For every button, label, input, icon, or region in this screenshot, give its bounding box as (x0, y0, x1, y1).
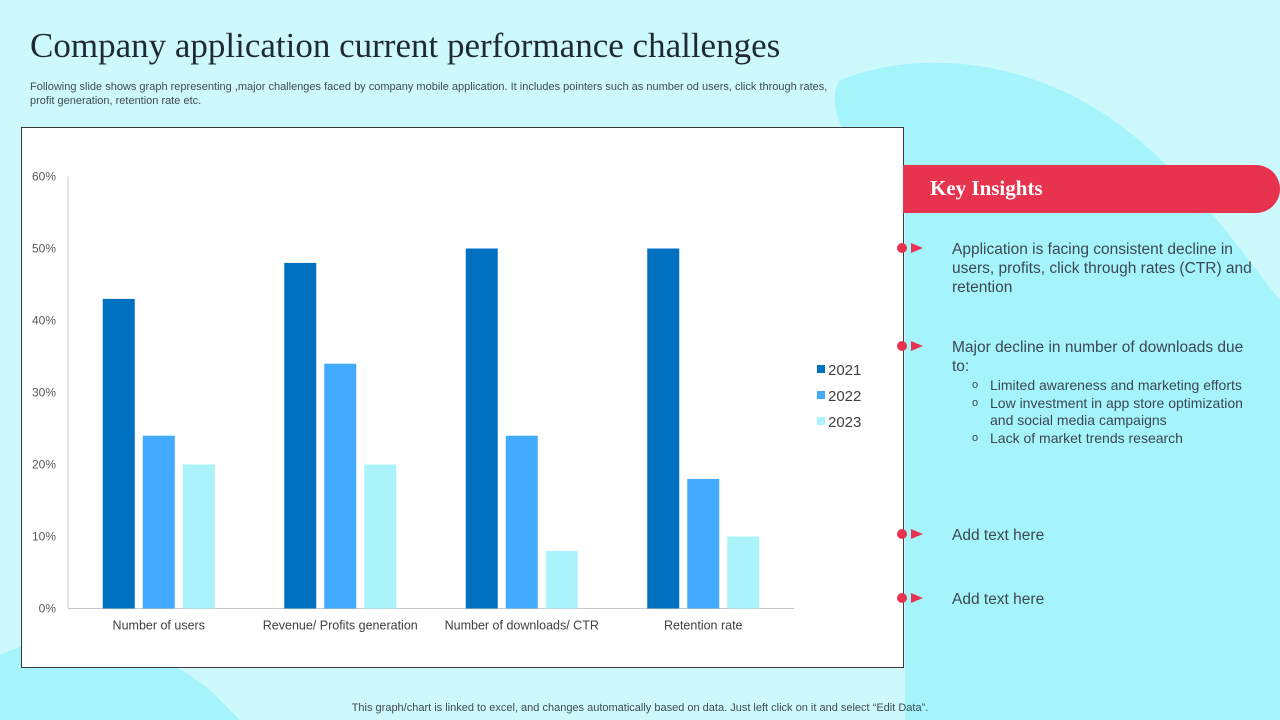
page-title: Company application current performance … (30, 26, 781, 65)
bar-2022 (324, 363, 357, 609)
legend-swatch (817, 417, 825, 425)
bullet-marker-icon (897, 243, 923, 253)
insight-item-2: Major decline in number of downloads due… (896, 338, 1256, 447)
background-blob-right (834, 62, 1280, 720)
bar-2021 (284, 262, 317, 609)
legend-label: 2022 (828, 388, 861, 405)
sub-list-item-text: Low investment in app store optimization… (990, 394, 1243, 429)
key-insights-heading: Key Insights (930, 176, 1043, 200)
bullet-marker-icon (897, 341, 923, 351)
legend-label: 2021 (828, 362, 861, 379)
bar-chart: 0% 10% 20% 30% 40% 50% 60% Number of users Reven… (32, 170, 861, 633)
insight-item-1: Application is facing consistent decline… (896, 240, 1256, 297)
bar-2023 (364, 464, 397, 609)
insight-text: Major decline in number of downloads due… (952, 339, 1244, 375)
bullet-marker-icon (897, 593, 923, 603)
bar-2023 (182, 464, 215, 609)
insight-sub-list: o Limited awareness and marketing efforts… (972, 377, 1256, 447)
y-tick-label: 50% (32, 242, 56, 256)
sub-list-item-text: Lack of market trends research (990, 429, 1183, 446)
footer-note: This graph/chart is linked to excel, and… (351, 702, 929, 714)
x-category-label: Retention rate (664, 619, 743, 633)
x-category-label: Revenue/ Profits generation (263, 619, 418, 633)
y-tick-label: 40% (32, 314, 56, 328)
insight-item-4: Add text here (896, 590, 1256, 609)
bar-2022 (687, 478, 720, 609)
insight-text[interactable]: Add text here (952, 527, 1045, 544)
bar-2021 (102, 298, 135, 609)
bar-2023 (545, 550, 578, 609)
circle-bullet-icon: o (972, 379, 979, 391)
legend-label: 2023 (828, 414, 861, 431)
page-subtitle: Following slide shows graph representing… (30, 81, 828, 107)
key-insights-banner: Key Insights (903, 165, 1280, 213)
bar-2022 (505, 435, 538, 609)
y-tick-label: 20% (32, 458, 56, 472)
legend-swatch (817, 365, 825, 373)
insight-text[interactable]: Add text here (952, 591, 1045, 608)
bar-2023 (727, 536, 760, 609)
sub-list-item: o Low investment in app store optimizatio… (972, 395, 1256, 430)
bar-2022 (142, 435, 175, 609)
sub-list-item-text: Limited awareness and marketing efforts (990, 377, 1242, 393)
x-category-label: Number of downloads/ CTR (445, 619, 599, 633)
y-tick-label: 30% (32, 386, 56, 400)
sub-list-item: o Limited awareness and marketing efforts (972, 377, 1256, 395)
bar-2021 (465, 248, 498, 609)
insight-item-3: Add text here (896, 526, 1256, 545)
circle-bullet-icon: o (972, 396, 979, 409)
bar-2021 (647, 248, 680, 609)
insight-text: Application is facing consistent decline… (952, 241, 1252, 296)
circle-bullet-icon: o (972, 431, 979, 444)
y-tick-label: 10% (32, 530, 56, 544)
sub-list-item: o Lack of market trends research (972, 430, 1256, 448)
y-tick-label: 0% (39, 602, 57, 616)
bullet-marker-icon (897, 529, 923, 539)
chart-container[interactable]: 0% 10% 20% 30% 40% 50% 60% Number of users Reven… (21, 127, 904, 668)
y-tick-label: 60% (32, 170, 56, 184)
x-category-label: Number of users (113, 619, 205, 633)
legend-swatch (817, 391, 825, 399)
